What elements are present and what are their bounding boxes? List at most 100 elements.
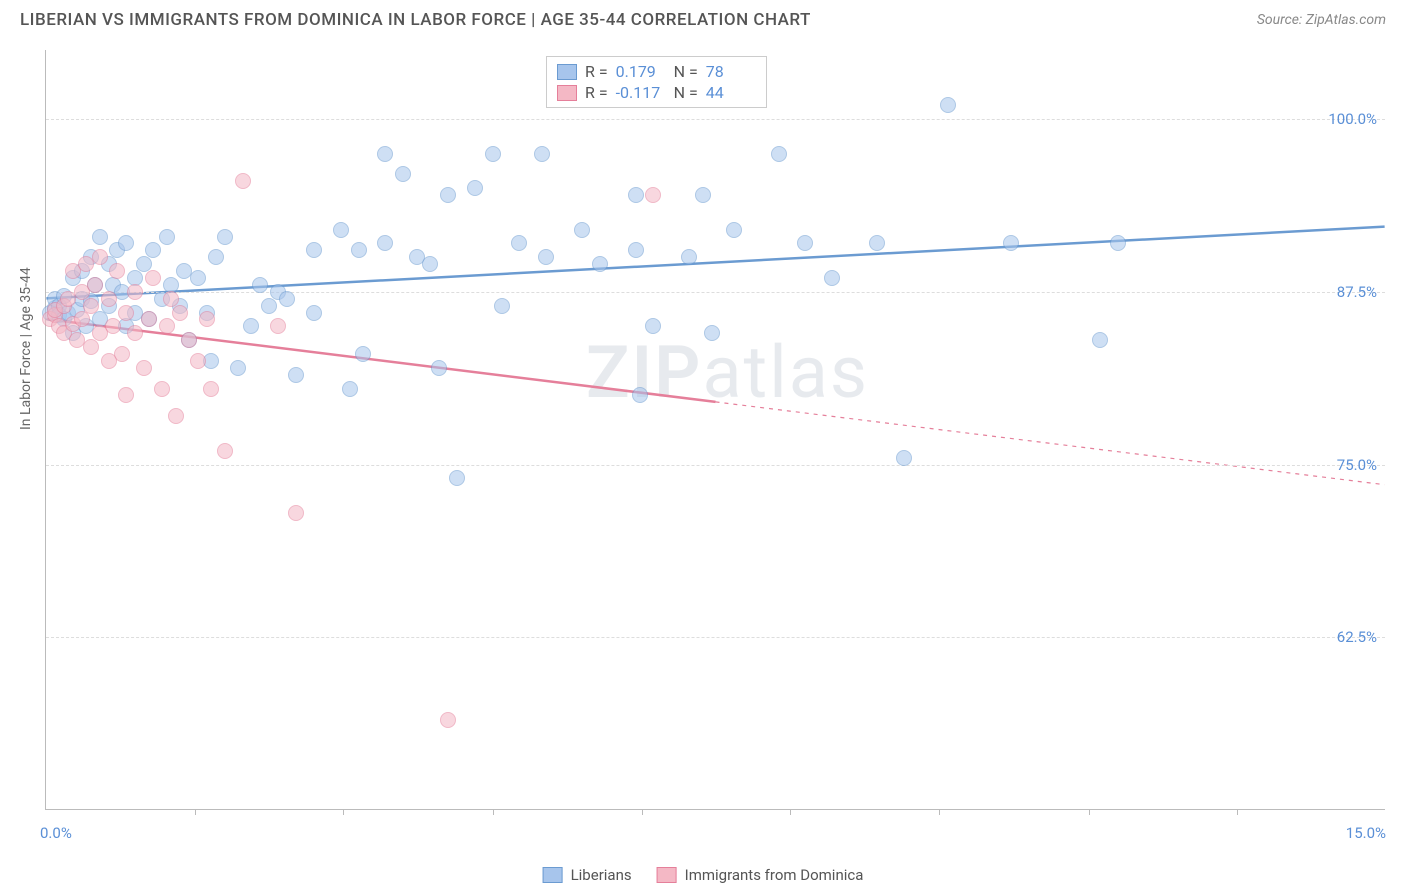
data-point <box>136 360 152 376</box>
n-value: 44 <box>706 83 756 102</box>
data-point <box>869 235 885 251</box>
data-point <box>127 284 143 300</box>
grid-line <box>46 292 1385 293</box>
data-point <box>467 180 483 196</box>
data-point <box>92 229 108 245</box>
r-value: -0.117 <box>616 83 666 102</box>
data-point <box>351 242 367 258</box>
data-point <box>159 318 175 334</box>
data-point <box>118 305 134 321</box>
data-point <box>1003 235 1019 251</box>
data-point <box>168 408 184 424</box>
correlation-stats-box: R =0.179N =78R =-0.117N =44 <box>546 56 767 108</box>
data-point <box>83 298 99 314</box>
data-point <box>109 263 125 279</box>
data-point <box>217 229 233 245</box>
data-point <box>190 353 206 369</box>
x-axis-max-label: 15.0% <box>1346 824 1386 842</box>
data-point <box>342 381 358 397</box>
y-axis-label: In Labor Force | Age 35-44 <box>18 267 34 430</box>
watermark: ZIPatlas <box>586 330 869 415</box>
data-point <box>449 470 465 486</box>
data-point <box>217 443 233 459</box>
data-point <box>288 505 304 521</box>
data-point <box>235 173 251 189</box>
data-point <box>395 166 411 182</box>
data-point <box>306 242 322 258</box>
data-point <box>628 187 644 203</box>
data-point <box>127 325 143 341</box>
legend-swatch <box>557 64 577 80</box>
data-point <box>592 256 608 272</box>
data-point <box>118 235 134 251</box>
data-point <box>333 222 349 238</box>
data-point <box>494 298 510 314</box>
data-point <box>704 325 720 341</box>
data-point <box>896 450 912 466</box>
x-tick <box>493 809 494 815</box>
data-point <box>230 360 246 376</box>
chart-title: LIBERIAN VS IMMIGRANTS FROM DOMINICA IN … <box>20 10 811 30</box>
data-point <box>628 242 644 258</box>
y-tick-label: 75.0% <box>1337 456 1377 474</box>
x-tick <box>1237 809 1238 815</box>
data-point <box>74 311 90 327</box>
data-point <box>172 305 188 321</box>
data-point <box>141 311 157 327</box>
chart-plot-area: ZIPatlas R =0.179N =78R =-0.117N =44 62.… <box>45 50 1385 810</box>
y-tick-label: 62.5% <box>1337 628 1377 646</box>
x-tick <box>1089 809 1090 815</box>
legend-swatch <box>543 867 563 883</box>
data-point <box>159 229 175 245</box>
n-label: N = <box>674 83 698 102</box>
data-point <box>645 187 661 203</box>
data-point <box>511 235 527 251</box>
stats-row: R =0.179N =78 <box>557 61 756 82</box>
x-tick <box>939 809 940 815</box>
data-point <box>190 270 206 286</box>
data-point <box>377 235 393 251</box>
data-point <box>440 187 456 203</box>
data-point <box>440 712 456 728</box>
data-point <box>306 305 322 321</box>
data-point <box>101 291 117 307</box>
data-point <box>797 235 813 251</box>
stats-row: R = -0.117 N = 44 <box>557 82 756 103</box>
legend-label: Immigrants from Dominica <box>685 866 864 884</box>
legend-item: Immigrants from Dominica <box>657 866 864 884</box>
data-point <box>243 318 259 334</box>
data-point <box>145 270 161 286</box>
x-tick <box>195 809 196 815</box>
data-point <box>1092 332 1108 348</box>
data-point <box>1110 235 1126 251</box>
y-tick-label: 87.5% <box>1337 283 1377 301</box>
data-point <box>288 367 304 383</box>
source-label: Source: ZipAtlas.com <box>1257 12 1386 28</box>
legend-swatch <box>657 867 677 883</box>
legend-swatch <box>557 85 577 101</box>
n-label: N = <box>674 62 698 81</box>
data-point <box>422 256 438 272</box>
data-point <box>261 298 277 314</box>
n-value: 78 <box>706 62 756 81</box>
data-point <box>181 332 197 348</box>
legend-label: Liberians <box>571 866 632 884</box>
trend-lines-svg <box>46 50 1385 809</box>
data-point <box>87 277 103 293</box>
data-point <box>208 249 224 265</box>
data-point <box>118 387 134 403</box>
data-point <box>695 187 711 203</box>
data-point <box>355 346 371 362</box>
data-point <box>534 146 550 162</box>
x-tick <box>343 809 344 815</box>
grid-line <box>46 637 1385 638</box>
data-point <box>199 311 215 327</box>
data-point <box>154 381 170 397</box>
r-label: R = <box>585 83 608 102</box>
x-tick <box>790 809 791 815</box>
data-point <box>574 222 590 238</box>
data-point <box>203 381 219 397</box>
x-tick <box>642 809 643 815</box>
data-point <box>83 339 99 355</box>
data-point <box>145 242 161 258</box>
